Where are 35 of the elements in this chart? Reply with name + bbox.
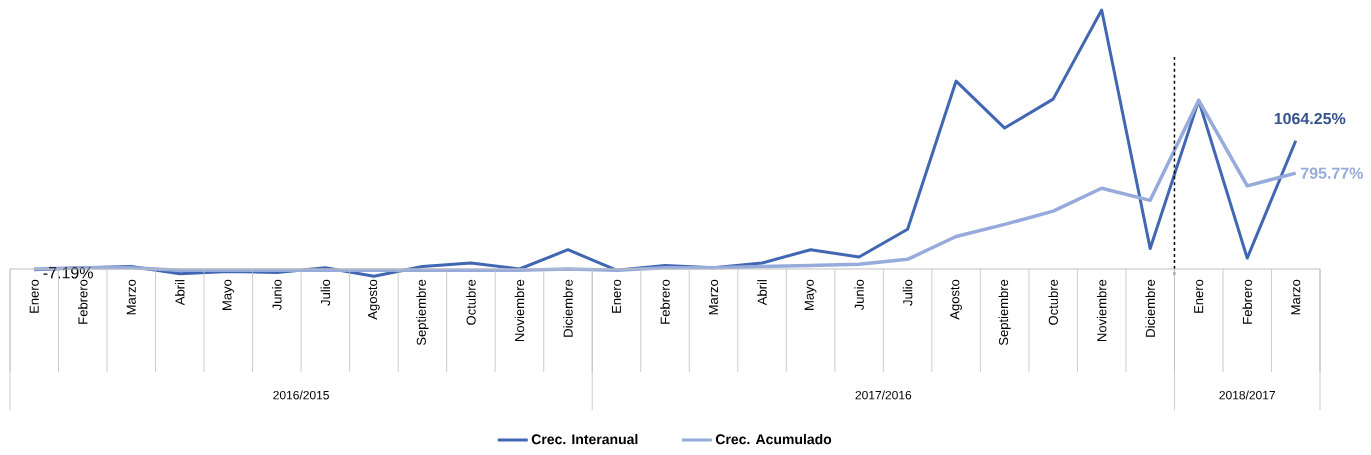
text: 2017/2016: [855, 390, 912, 400]
x-tick-label: Agosto: [950, 279, 962, 320]
data-label: 1064.25%: [1274, 112, 1346, 125]
x-tick-label: Agosto: [368, 279, 380, 320]
data-label: 795.77%: [1300, 167, 1364, 179]
x-tick-label: Marzo: [709, 279, 719, 315]
x-tick-label: Abril: [175, 280, 185, 306]
x-tick-label: Octubre: [1048, 279, 1058, 325]
x-tick-label: Enero: [29, 279, 39, 313]
x-tick-label: Septiembre: [998, 279, 1011, 346]
x-tick-label: Enero: [1194, 279, 1204, 313]
x-tick-label: Junio: [854, 279, 864, 311]
x-tick-label: Noviembre: [1096, 279, 1107, 341]
x-tick-label: Marzo: [1291, 279, 1301, 315]
x-tick-label: Enero: [611, 279, 622, 313]
x-tick-label: Diciembre: [1145, 279, 1155, 337]
x-tick-label: Junio: [272, 279, 282, 311]
x-tick-label: Mayo: [222, 279, 235, 310]
x-tick-label: Abril: [757, 280, 767, 306]
x-tick-label: Noviembre: [514, 279, 525, 341]
data-label: -7.19%: [43, 267, 93, 279]
text: 2018/2017: [1219, 390, 1275, 400]
x-tick-label: Febrero: [660, 279, 670, 324]
text: 2016/2015: [273, 390, 329, 400]
x-tick-label: Octubre: [466, 279, 476, 325]
x-tick-label: Diciembre: [563, 279, 573, 337]
x-tick-label: Julio: [902, 279, 913, 306]
legend-label: Crec. Interanual: [531, 433, 638, 445]
x-tick-label: Mayo: [804, 279, 817, 310]
x-tick-label: Febrero: [78, 279, 88, 324]
x-tick-label: Marzo: [126, 279, 136, 315]
x-tick-label: Septiembre: [416, 279, 429, 346]
x-tick-label: Julio: [320, 279, 331, 306]
legend-label: Crec. Acumulado: [715, 433, 832, 445]
x-tick-label: Febrero: [1242, 279, 1253, 324]
